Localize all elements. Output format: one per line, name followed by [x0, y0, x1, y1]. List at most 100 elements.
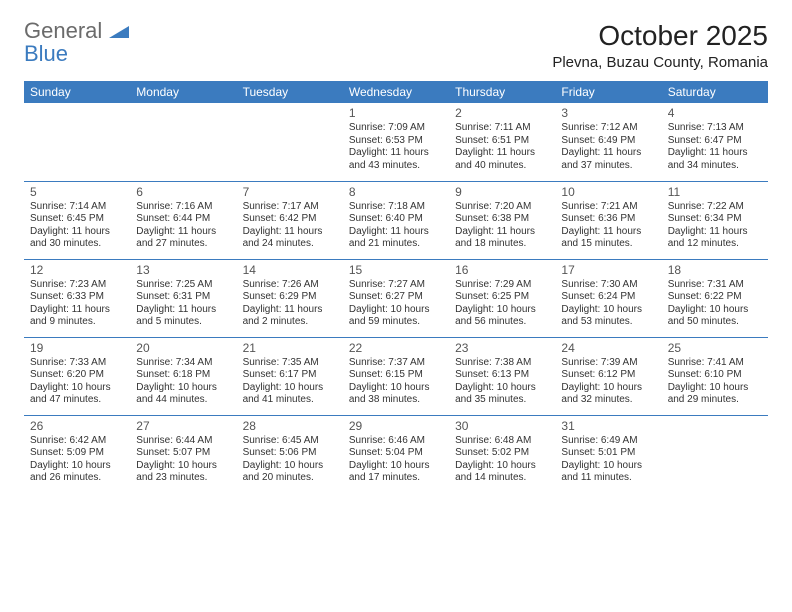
calendar-cell: 8Sunrise: 7:18 AMSunset: 6:40 PMDaylight… — [343, 181, 449, 259]
daylight-text: Daylight: 11 hours — [668, 147, 762, 160]
daylight-text: Daylight: 10 hours — [668, 304, 762, 317]
calendar-row: 12Sunrise: 7:23 AMSunset: 6:33 PMDayligh… — [24, 259, 768, 337]
sunset-text: Sunset: 5:02 PM — [455, 447, 549, 460]
day-number: 3 — [561, 106, 655, 121]
calendar-cell: 21Sunrise: 7:35 AMSunset: 6:17 PMDayligh… — [237, 337, 343, 415]
calendar-cell — [237, 103, 343, 181]
sunrise-text: Sunrise: 7:26 AM — [243, 279, 337, 292]
calendar-cell — [24, 103, 130, 181]
daylight-text: and 20 minutes. — [243, 472, 337, 485]
sunset-text: Sunset: 6:36 PM — [561, 213, 655, 226]
sunrise-text: Sunrise: 7:14 AM — [30, 201, 124, 214]
day-number: 23 — [455, 341, 549, 356]
sunset-text: Sunset: 6:18 PM — [136, 369, 230, 382]
sunset-text: Sunset: 6:17 PM — [243, 369, 337, 382]
day-number: 27 — [136, 419, 230, 434]
sunset-text: Sunset: 6:40 PM — [349, 213, 443, 226]
daylight-text: and 15 minutes. — [561, 238, 655, 251]
day-number: 1 — [349, 106, 443, 121]
day-number: 20 — [136, 341, 230, 356]
sunrise-text: Sunrise: 7:34 AM — [136, 357, 230, 370]
sunrise-text: Sunrise: 7:27 AM — [349, 279, 443, 292]
day-number: 13 — [136, 263, 230, 278]
sunset-text: Sunset: 6:49 PM — [561, 135, 655, 148]
sunrise-text: Sunrise: 7:29 AM — [455, 279, 549, 292]
daylight-text: Daylight: 10 hours — [30, 382, 124, 395]
daylight-text: and 41 minutes. — [243, 394, 337, 407]
calendar-cell: 12Sunrise: 7:23 AMSunset: 6:33 PMDayligh… — [24, 259, 130, 337]
sunset-text: Sunset: 5:06 PM — [243, 447, 337, 460]
daylight-text: Daylight: 11 hours — [349, 226, 443, 239]
daylight-text: Daylight: 10 hours — [455, 304, 549, 317]
sunrise-text: Sunrise: 7:09 AM — [349, 122, 443, 135]
daylight-text: and 59 minutes. — [349, 316, 443, 329]
day-number: 18 — [668, 263, 762, 278]
sunrise-text: Sunrise: 7:22 AM — [668, 201, 762, 214]
sunrise-text: Sunrise: 7:30 AM — [561, 279, 655, 292]
daylight-text: Daylight: 10 hours — [455, 382, 549, 395]
sunrise-text: Sunrise: 7:37 AM — [349, 357, 443, 370]
daylight-text: Daylight: 10 hours — [243, 460, 337, 473]
daylight-text: Daylight: 10 hours — [136, 382, 230, 395]
daylight-text: and 2 minutes. — [243, 316, 337, 329]
sunrise-text: Sunrise: 7:16 AM — [136, 201, 230, 214]
daylight-text: and 30 minutes. — [30, 238, 124, 251]
calendar-cell: 1Sunrise: 7:09 AMSunset: 6:53 PMDaylight… — [343, 103, 449, 181]
daylight-text: and 18 minutes. — [455, 238, 549, 251]
sunrise-text: Sunrise: 6:48 AM — [455, 435, 549, 448]
daylight-text: Daylight: 11 hours — [668, 226, 762, 239]
sunrise-text: Sunrise: 6:49 AM — [561, 435, 655, 448]
weekday-header: Saturday — [662, 81, 768, 103]
daylight-text: Daylight: 11 hours — [455, 147, 549, 160]
calendar-cell: 16Sunrise: 7:29 AMSunset: 6:25 PMDayligh… — [449, 259, 555, 337]
daylight-text: Daylight: 11 hours — [136, 304, 230, 317]
daylight-text: Daylight: 11 hours — [136, 226, 230, 239]
day-number: 8 — [349, 185, 443, 200]
sunrise-text: Sunrise: 7:31 AM — [668, 279, 762, 292]
day-number: 21 — [243, 341, 337, 356]
calendar-cell: 6Sunrise: 7:16 AMSunset: 6:44 PMDaylight… — [130, 181, 236, 259]
logo-word2: Blue — [24, 41, 68, 66]
calendar-cell: 2Sunrise: 7:11 AMSunset: 6:51 PMDaylight… — [449, 103, 555, 181]
day-number: 5 — [30, 185, 124, 200]
sunrise-text: Sunrise: 7:12 AM — [561, 122, 655, 135]
logo-text-block: General Blue — [24, 20, 129, 66]
day-number: 28 — [243, 419, 337, 434]
calendar-cell: 17Sunrise: 7:30 AMSunset: 6:24 PMDayligh… — [555, 259, 661, 337]
calendar-cell: 20Sunrise: 7:34 AMSunset: 6:18 PMDayligh… — [130, 337, 236, 415]
sunset-text: Sunset: 5:09 PM — [30, 447, 124, 460]
daylight-text: Daylight: 11 hours — [349, 147, 443, 160]
weekday-header: Tuesday — [237, 81, 343, 103]
daylight-text: Daylight: 10 hours — [668, 382, 762, 395]
daylight-text: Daylight: 11 hours — [30, 304, 124, 317]
sunset-text: Sunset: 5:07 PM — [136, 447, 230, 460]
day-number: 15 — [349, 263, 443, 278]
daylight-text: Daylight: 10 hours — [455, 460, 549, 473]
daylight-text: and 9 minutes. — [30, 316, 124, 329]
sunrise-text: Sunrise: 7:33 AM — [30, 357, 124, 370]
daylight-text: Daylight: 10 hours — [561, 460, 655, 473]
day-number: 25 — [668, 341, 762, 356]
weekday-header-row: Sunday Monday Tuesday Wednesday Thursday… — [24, 81, 768, 103]
sunrise-text: Sunrise: 6:42 AM — [30, 435, 124, 448]
calendar-cell: 27Sunrise: 6:44 AMSunset: 5:07 PMDayligh… — [130, 415, 236, 493]
calendar-cell: 14Sunrise: 7:26 AMSunset: 6:29 PMDayligh… — [237, 259, 343, 337]
sunrise-text: Sunrise: 7:21 AM — [561, 201, 655, 214]
sunrise-text: Sunrise: 7:41 AM — [668, 357, 762, 370]
day-number: 29 — [349, 419, 443, 434]
calendar-cell: 26Sunrise: 6:42 AMSunset: 5:09 PMDayligh… — [24, 415, 130, 493]
logo: General Blue — [24, 20, 129, 66]
day-number: 12 — [30, 263, 124, 278]
sunset-text: Sunset: 6:12 PM — [561, 369, 655, 382]
day-number: 22 — [349, 341, 443, 356]
weekday-header: Thursday — [449, 81, 555, 103]
title-block: October 2025 Plevna, Buzau County, Roman… — [552, 20, 768, 71]
sunset-text: Sunset: 6:44 PM — [136, 213, 230, 226]
sunset-text: Sunset: 6:29 PM — [243, 291, 337, 304]
sunset-text: Sunset: 6:25 PM — [455, 291, 549, 304]
day-number: 7 — [243, 185, 337, 200]
day-number: 19 — [30, 341, 124, 356]
sunrise-text: Sunrise: 7:18 AM — [349, 201, 443, 214]
calendar-cell: 24Sunrise: 7:39 AMSunset: 6:12 PMDayligh… — [555, 337, 661, 415]
weekday-header: Sunday — [24, 81, 130, 103]
